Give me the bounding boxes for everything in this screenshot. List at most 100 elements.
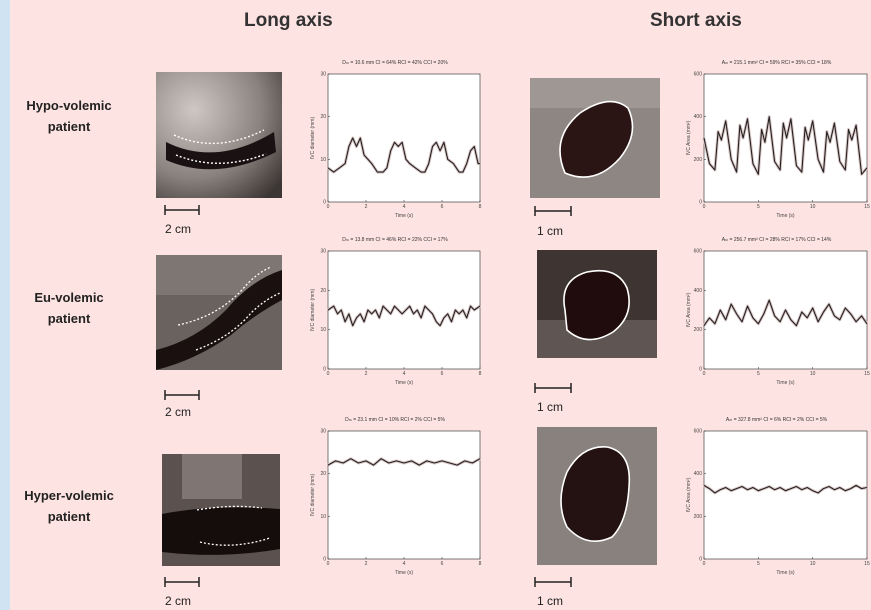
y-tick-label: 600 <box>694 72 703 78</box>
series-line <box>327 137 480 173</box>
x-tick-label: 15 <box>864 561 870 567</box>
scale-label: 2 cm <box>165 222 192 236</box>
row-label-line1: Eu-volemic <box>34 290 104 305</box>
x-tick-label: 5 <box>757 371 760 377</box>
series-line <box>703 116 868 175</box>
y-tick-label: 20 <box>320 471 326 477</box>
y-tick-label: 10 <box>320 327 326 333</box>
series-line <box>327 305 481 327</box>
row-label-line1: Hyper-volemic <box>24 488 114 503</box>
eu-long-axis-image <box>156 255 282 370</box>
y-tick-label: 30 <box>320 249 326 255</box>
x-tick-label: 10 <box>810 371 816 377</box>
y-tick-label: 0 <box>699 367 702 373</box>
y-axis-label: IVC diameter (mm) <box>310 117 316 160</box>
row-label-line2: patient <box>47 311 91 326</box>
x-tick-label: 0 <box>703 371 706 377</box>
x-tick-label: 8 <box>479 561 482 567</box>
y-tick-label: 200 <box>694 157 703 163</box>
scale-bar <box>164 387 200 405</box>
chart-svg: 0 10 20 30 0 2 4 6 8 Time (s) IVC diameter (mm) <box>310 249 482 387</box>
hypo-long-axis-image <box>156 72 282 198</box>
x-axis-label: Time (s) <box>395 380 413 386</box>
scale-label: 1 cm <box>537 594 564 608</box>
left-accent-band <box>0 0 10 610</box>
y-tick-label: 600 <box>694 249 703 255</box>
scale-label: 1 cm <box>537 400 564 414</box>
chart-title: Aₘ = 256.7 mm² CI = 28% RCI = 17% CCI = … <box>721 237 832 243</box>
x-tick-label: 4 <box>403 204 406 210</box>
chart-eu-long: Dₘ = 13.8 mm CI = 46% RCI = 22% CCI = 17… <box>306 237 484 387</box>
y-tick-label: 30 <box>320 429 326 435</box>
x-tick-label: 10 <box>810 561 816 567</box>
y-tick-label: 0 <box>699 200 702 206</box>
chart-hypo-short: Aₘ = 215.1 mm² CI = 59% RCI = 35% CCI = … <box>682 60 871 220</box>
plot-area <box>703 430 868 560</box>
x-tick-label: 10 <box>810 204 816 210</box>
y-tick-label: 0 <box>323 200 326 206</box>
chart-hyper-short: Aₘ = 327.8 mm² CI = 6% RCI = 2% CCI = 5%… <box>682 417 871 577</box>
chart-title: Dₘ = 10.6 mm CI = 64% RCI = 42% CCI = 20… <box>342 60 448 66</box>
y-axis-label: IVC diameter (mm) <box>310 289 316 332</box>
x-tick-label: 15 <box>864 371 870 377</box>
row-label-hypo: Hypo-volemic patient <box>14 95 124 137</box>
y-tick-label: 0 <box>699 557 702 563</box>
y-tick-label: 0 <box>323 557 326 563</box>
y-axis-label: IVC Area (mm²) <box>686 477 692 512</box>
y-tick-label: 400 <box>694 288 703 294</box>
x-tick-label: 2 <box>365 561 368 567</box>
short-axis-title: Short axis <box>650 10 742 31</box>
y-tick-label: 10 <box>320 157 326 163</box>
scale-label: 2 cm <box>165 405 192 419</box>
chart-eu-short: Aₘ = 256.7 mm² CI = 28% RCI = 17% CCI = … <box>682 237 871 387</box>
chart-title: Aₘ = 215.1 mm² CI = 59% RCI = 35% CCI = … <box>721 60 832 66</box>
chart-svg: 0 10 20 30 0 2 4 6 8 Time (s) IVC diameter (mm) <box>310 429 482 577</box>
chart-svg: 0 10 20 30 0 2 4 6 8 Time (s) IVC diameter (mm) <box>310 72 482 220</box>
y-tick-label: 600 <box>694 429 703 435</box>
x-tick-label: 6 <box>441 561 444 567</box>
scale-bar <box>534 203 572 221</box>
y-axis-label: IVC Area (mm²) <box>686 120 692 155</box>
scale-bar <box>164 574 200 592</box>
x-tick-label: 8 <box>479 204 482 210</box>
x-tick-label: 2 <box>365 204 368 210</box>
y-tick-label: 10 <box>320 514 326 520</box>
scale-label: 1 cm <box>537 224 564 238</box>
chart-svg: 0 200 400 600 0 5 10 15 Time (s) IVC Area (mm²) <box>686 72 870 220</box>
y-tick-label: 400 <box>694 114 703 120</box>
x-tick-label: 6 <box>441 204 444 210</box>
x-tick-label: 15 <box>864 204 870 210</box>
row-label-hyper: Hyper-volemic patient <box>14 485 124 527</box>
row-label-line2: patient <box>47 119 91 134</box>
chart-title: Dₘ = 13.8 mm CI = 46% RCI = 22% CCI = 17… <box>342 237 448 243</box>
series-line <box>703 299 868 327</box>
long-axis-title: Long axis <box>244 10 333 31</box>
x-tick-label: 0 <box>703 204 706 210</box>
y-tick-label: 20 <box>320 114 326 120</box>
row-label-eu: Eu-volemic patient <box>14 287 124 329</box>
chart-svg: 0 200 400 600 0 5 10 15 Time (s) IVC Area (mm²) <box>686 429 870 577</box>
x-tick-label: 0 <box>327 204 330 210</box>
x-axis-label: Time (s) <box>395 213 413 219</box>
y-tick-label: 400 <box>694 471 703 477</box>
x-tick-label: 4 <box>403 371 406 377</box>
series-line <box>327 458 481 466</box>
y-axis-label: IVC Area (mm²) <box>686 292 692 327</box>
chart-hyper-long: Dₘ = 23.1 mm CI = 10% RCI = 2% CCI = 5% 0… <box>306 417 484 577</box>
scale-label: 2 cm <box>165 594 192 608</box>
row-label-line1: Hypo-volemic <box>26 98 112 113</box>
eu-short-axis-image <box>537 250 657 358</box>
plot-area <box>327 73 481 203</box>
x-tick-label: 6 <box>441 371 444 377</box>
x-axis-label: Time (s) <box>776 570 794 576</box>
scale-bar <box>534 380 572 398</box>
x-axis-label: Time (s) <box>776 380 794 386</box>
y-tick-label: 30 <box>320 72 326 78</box>
x-tick-label: 0 <box>327 561 330 567</box>
scale-bar <box>534 574 572 592</box>
x-tick-label: 5 <box>757 561 760 567</box>
hyper-long-axis-image <box>162 454 280 566</box>
x-tick-label: 0 <box>703 561 706 567</box>
x-tick-label: 0 <box>327 371 330 377</box>
y-tick-label: 200 <box>694 514 703 520</box>
